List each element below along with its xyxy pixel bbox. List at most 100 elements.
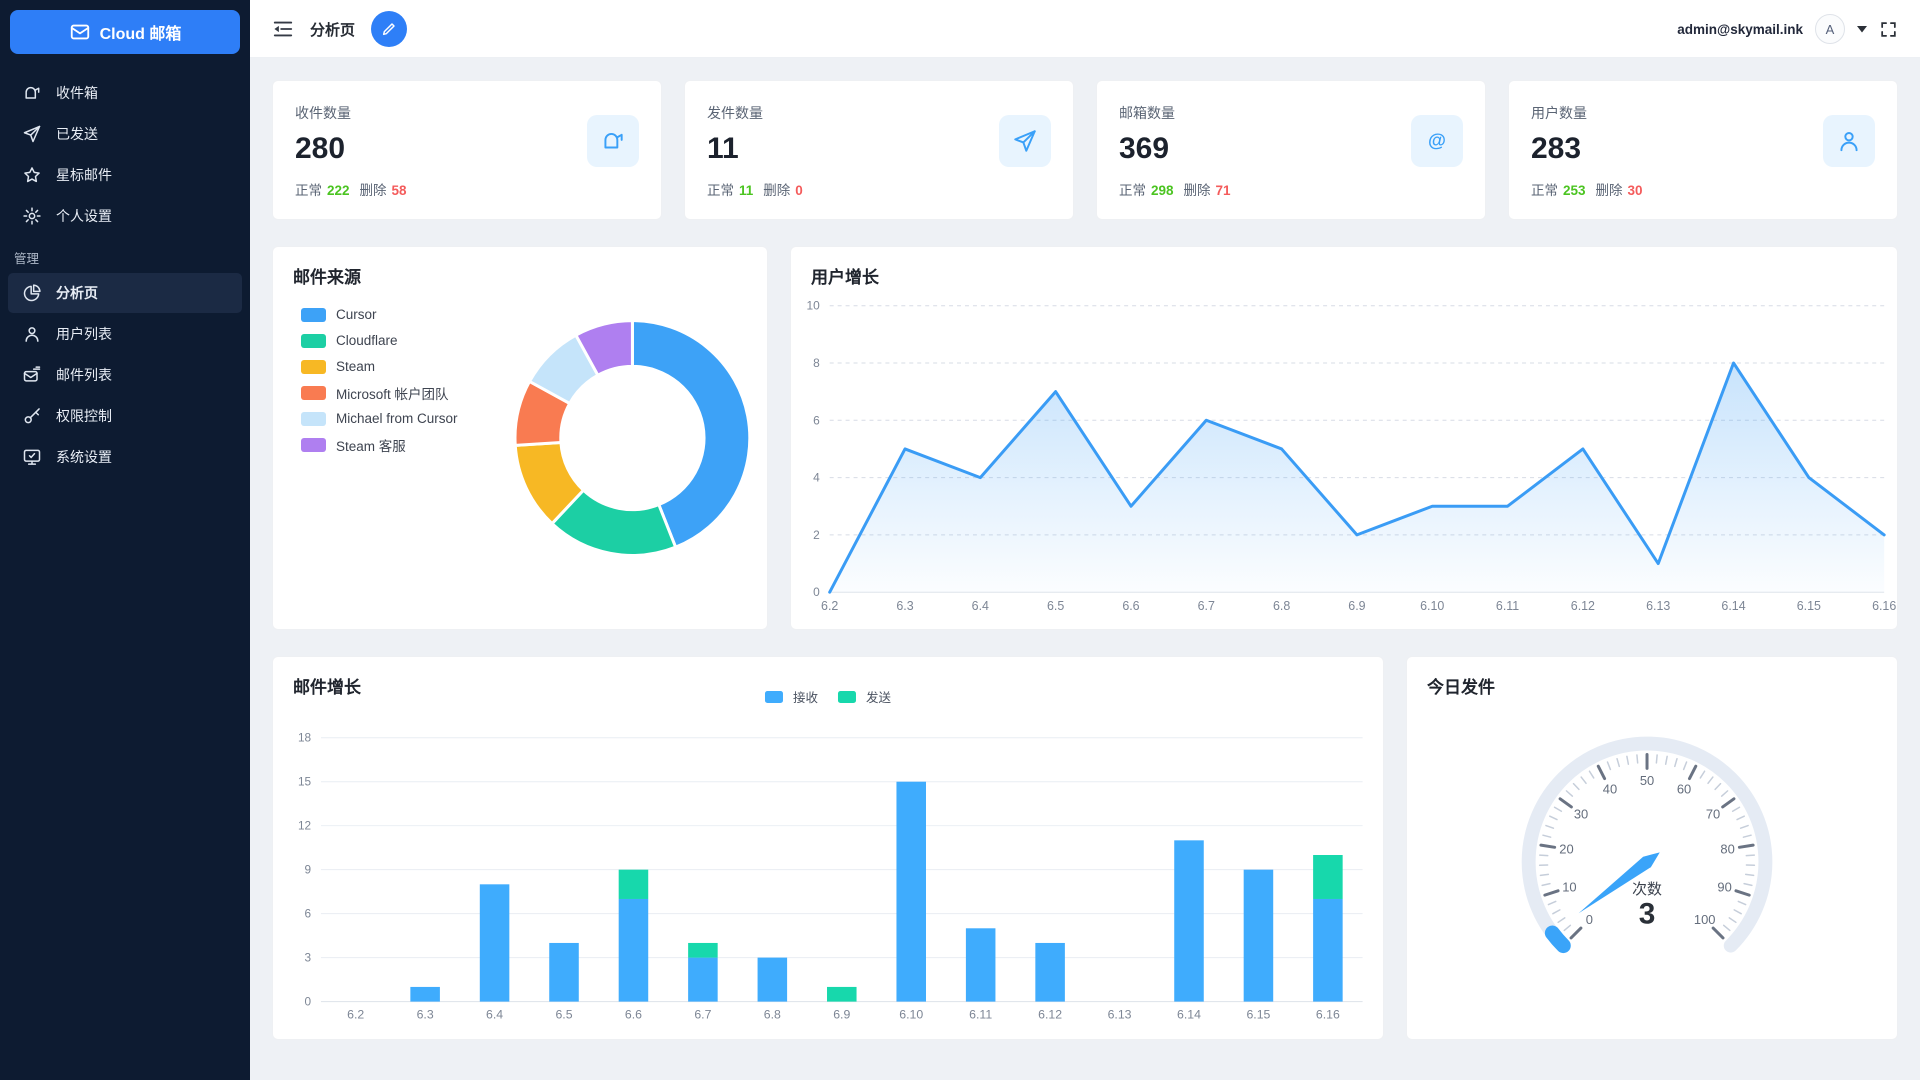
deleted-count: 58 xyxy=(391,183,407,198)
legend-item[interactable]: 接收 xyxy=(764,687,818,706)
sidebar-item-inbox[interactable]: 收件箱 xyxy=(8,73,242,113)
svg-text:6.4: 6.4 xyxy=(972,599,989,613)
svg-text:40: 40 xyxy=(1603,782,1617,797)
sidebar-item-starred[interactable]: 星标邮件 xyxy=(8,155,242,195)
svg-text:6: 6 xyxy=(305,907,312,921)
svg-text:6.9: 6.9 xyxy=(1348,599,1365,613)
stat-status: 正常 298 删除 71 xyxy=(1119,183,1231,198)
stat-card-user-count: 用户数量 283 正常 253 删除 30 xyxy=(1508,80,1898,220)
svg-text:6.9: 6.9 xyxy=(833,1007,850,1021)
fullscreen-icon[interactable] xyxy=(1879,20,1898,39)
user-email: admin@skymail.ink xyxy=(1677,21,1803,37)
at-sign-icon: @ xyxy=(1411,115,1463,167)
bar-legend: 接收 发送 xyxy=(764,687,891,706)
topbar: 分析页 admin@skymail.ink A xyxy=(250,0,1920,58)
svg-text:6.12: 6.12 xyxy=(1038,1007,1062,1021)
user-growth-line-chart: 0 2 4 6 8 10 6.2 6.3 6.4 6.5 6.6 6.7 6.8 6.9 6.10 6.11 6… xyxy=(806,299,1896,613)
menu-unfold-icon[interactable] xyxy=(272,18,294,40)
legend-item[interactable]: Cursor xyxy=(301,305,458,324)
sidebar-item-sent[interactable]: 已发送 xyxy=(8,114,242,154)
legend-item[interactable]: Steam 客服 xyxy=(301,435,458,454)
svg-text:6.11: 6.11 xyxy=(969,1007,992,1021)
deleted-count: 0 xyxy=(795,183,803,198)
mailbox-icon xyxy=(22,83,42,103)
svg-text:30: 30 xyxy=(1574,806,1588,821)
legend-item[interactable]: Michael from Cursor xyxy=(301,409,458,428)
panel-title: 今日发件 xyxy=(1427,678,1495,697)
sidebar-item-user-list[interactable]: 用户列表 xyxy=(8,314,242,354)
stat-label: 用户数量 xyxy=(1531,105,1587,121)
panel-mail-source: 邮件来源 Cursor Cloudflare Steam Microsoft 帐户团队… xyxy=(272,246,768,630)
star-icon xyxy=(22,165,42,185)
svg-text:6.6: 6.6 xyxy=(1122,599,1139,613)
svg-text:次数: 次数 xyxy=(1632,881,1662,898)
svg-text:6.3: 6.3 xyxy=(417,1007,434,1021)
panel-title: 邮件增长 xyxy=(293,678,361,697)
svg-text:60: 60 xyxy=(1677,782,1691,797)
svg-text:6.15: 6.15 xyxy=(1797,599,1821,613)
deleted-count: 30 xyxy=(1627,183,1643,198)
svg-text:6.11: 6.11 xyxy=(1496,599,1519,613)
svg-text:3: 3 xyxy=(305,951,312,965)
svg-text:6: 6 xyxy=(813,413,820,427)
legend-swatch xyxy=(764,690,783,703)
legend-label: Cloudflare xyxy=(336,333,398,348)
svg-text:9: 9 xyxy=(305,863,312,877)
app-logo[interactable]: Cloud 邮箱 xyxy=(10,10,240,54)
svg-text:10: 10 xyxy=(1562,880,1576,895)
legend-item[interactable]: Steam xyxy=(301,357,458,376)
legend-swatch xyxy=(838,690,856,703)
chevron-down-icon[interactable] xyxy=(1857,25,1867,33)
svg-text:6.2: 6.2 xyxy=(347,1007,364,1021)
svg-text:0: 0 xyxy=(813,585,820,599)
svg-text:6.14: 6.14 xyxy=(1177,1007,1201,1021)
mail-source-donut-chart xyxy=(513,319,752,557)
legend-swatch xyxy=(301,385,326,400)
sidebar-item-analytics[interactable]: 分析页 xyxy=(8,273,242,313)
stat-value: 11 xyxy=(707,132,739,165)
stat-value: 283 xyxy=(1531,132,1582,165)
normal-count: 253 xyxy=(1563,183,1586,198)
svg-text:100: 100 xyxy=(1694,912,1716,927)
panel-user-growth: 用户增长 0 2 4 6 8 10 6.2 6.3 6.4 6.5 6.6 6.7 6.8 6.9 6.10… xyxy=(790,246,1898,630)
sidebar-item-label: 分析页 xyxy=(56,285,98,301)
legend-item[interactable]: Microsoft 帐户团队 xyxy=(301,383,458,402)
sidebar-item-profile-settings[interactable]: 个人设置 xyxy=(8,196,242,236)
svg-text:6.15: 6.15 xyxy=(1246,1007,1270,1021)
svg-text:70: 70 xyxy=(1706,806,1720,821)
stat-status: 正常 253 删除 30 xyxy=(1531,183,1643,198)
sidebar-item-permissions[interactable]: 权限控制 xyxy=(8,396,242,436)
edit-button[interactable] xyxy=(371,11,408,47)
svg-text:6.5: 6.5 xyxy=(555,1007,572,1021)
mailbox-icon xyxy=(587,115,639,167)
pie-chart-icon xyxy=(22,283,42,303)
legend-swatch xyxy=(301,359,326,374)
svg-text:80: 80 xyxy=(1720,842,1734,857)
sidebar-nav: 收件箱 已发送 星标邮件 个人设置 管理 分析页 用户列表 邮件列表 xyxy=(0,73,250,478)
gear-icon xyxy=(22,206,42,226)
legend-item[interactable]: Cloudflare xyxy=(301,331,458,350)
stat-label: 收件数量 xyxy=(295,105,351,121)
stat-value: 280 xyxy=(295,132,346,165)
panel-today-sent: 今日发件 0 10 20 30 40 50 60 70 80 90 100 次数 3 xyxy=(1406,656,1898,1040)
svg-text:12: 12 xyxy=(298,819,311,833)
today-sent-gauge-chart: 0 10 20 30 40 50 60 70 80 90 100 次数3 xyxy=(1521,736,1773,954)
panel-mail-growth: 邮件增长 接收 发送 0 3 6 9 12 15 18 6.2 6.3 6.4 6.5 6.6 6.7 6.… xyxy=(272,656,1384,1040)
envelope-icon xyxy=(69,21,91,43)
sidebar-item-system-settings[interactable]: 系统设置 xyxy=(8,437,242,477)
svg-text:4: 4 xyxy=(813,471,820,485)
sidebar-item-label: 收件箱 xyxy=(56,85,98,101)
avatar[interactable]: A xyxy=(1815,14,1845,44)
legend-label: Cursor xyxy=(336,307,377,322)
monitor-check-icon xyxy=(22,447,42,467)
svg-text:6.10: 6.10 xyxy=(899,1007,923,1021)
legend-swatch xyxy=(301,411,326,426)
sidebar-item-label: 权限控制 xyxy=(56,408,112,424)
svg-text:6.12: 6.12 xyxy=(1571,599,1595,613)
normal-count: 222 xyxy=(327,183,350,198)
sidebar-item-mail-list[interactable]: 邮件列表 xyxy=(8,355,242,395)
svg-text:6.3: 6.3 xyxy=(896,599,913,613)
svg-text:90: 90 xyxy=(1717,880,1731,895)
stat-value: 369 xyxy=(1119,132,1170,165)
legend-item[interactable]: 发送 xyxy=(838,687,891,706)
